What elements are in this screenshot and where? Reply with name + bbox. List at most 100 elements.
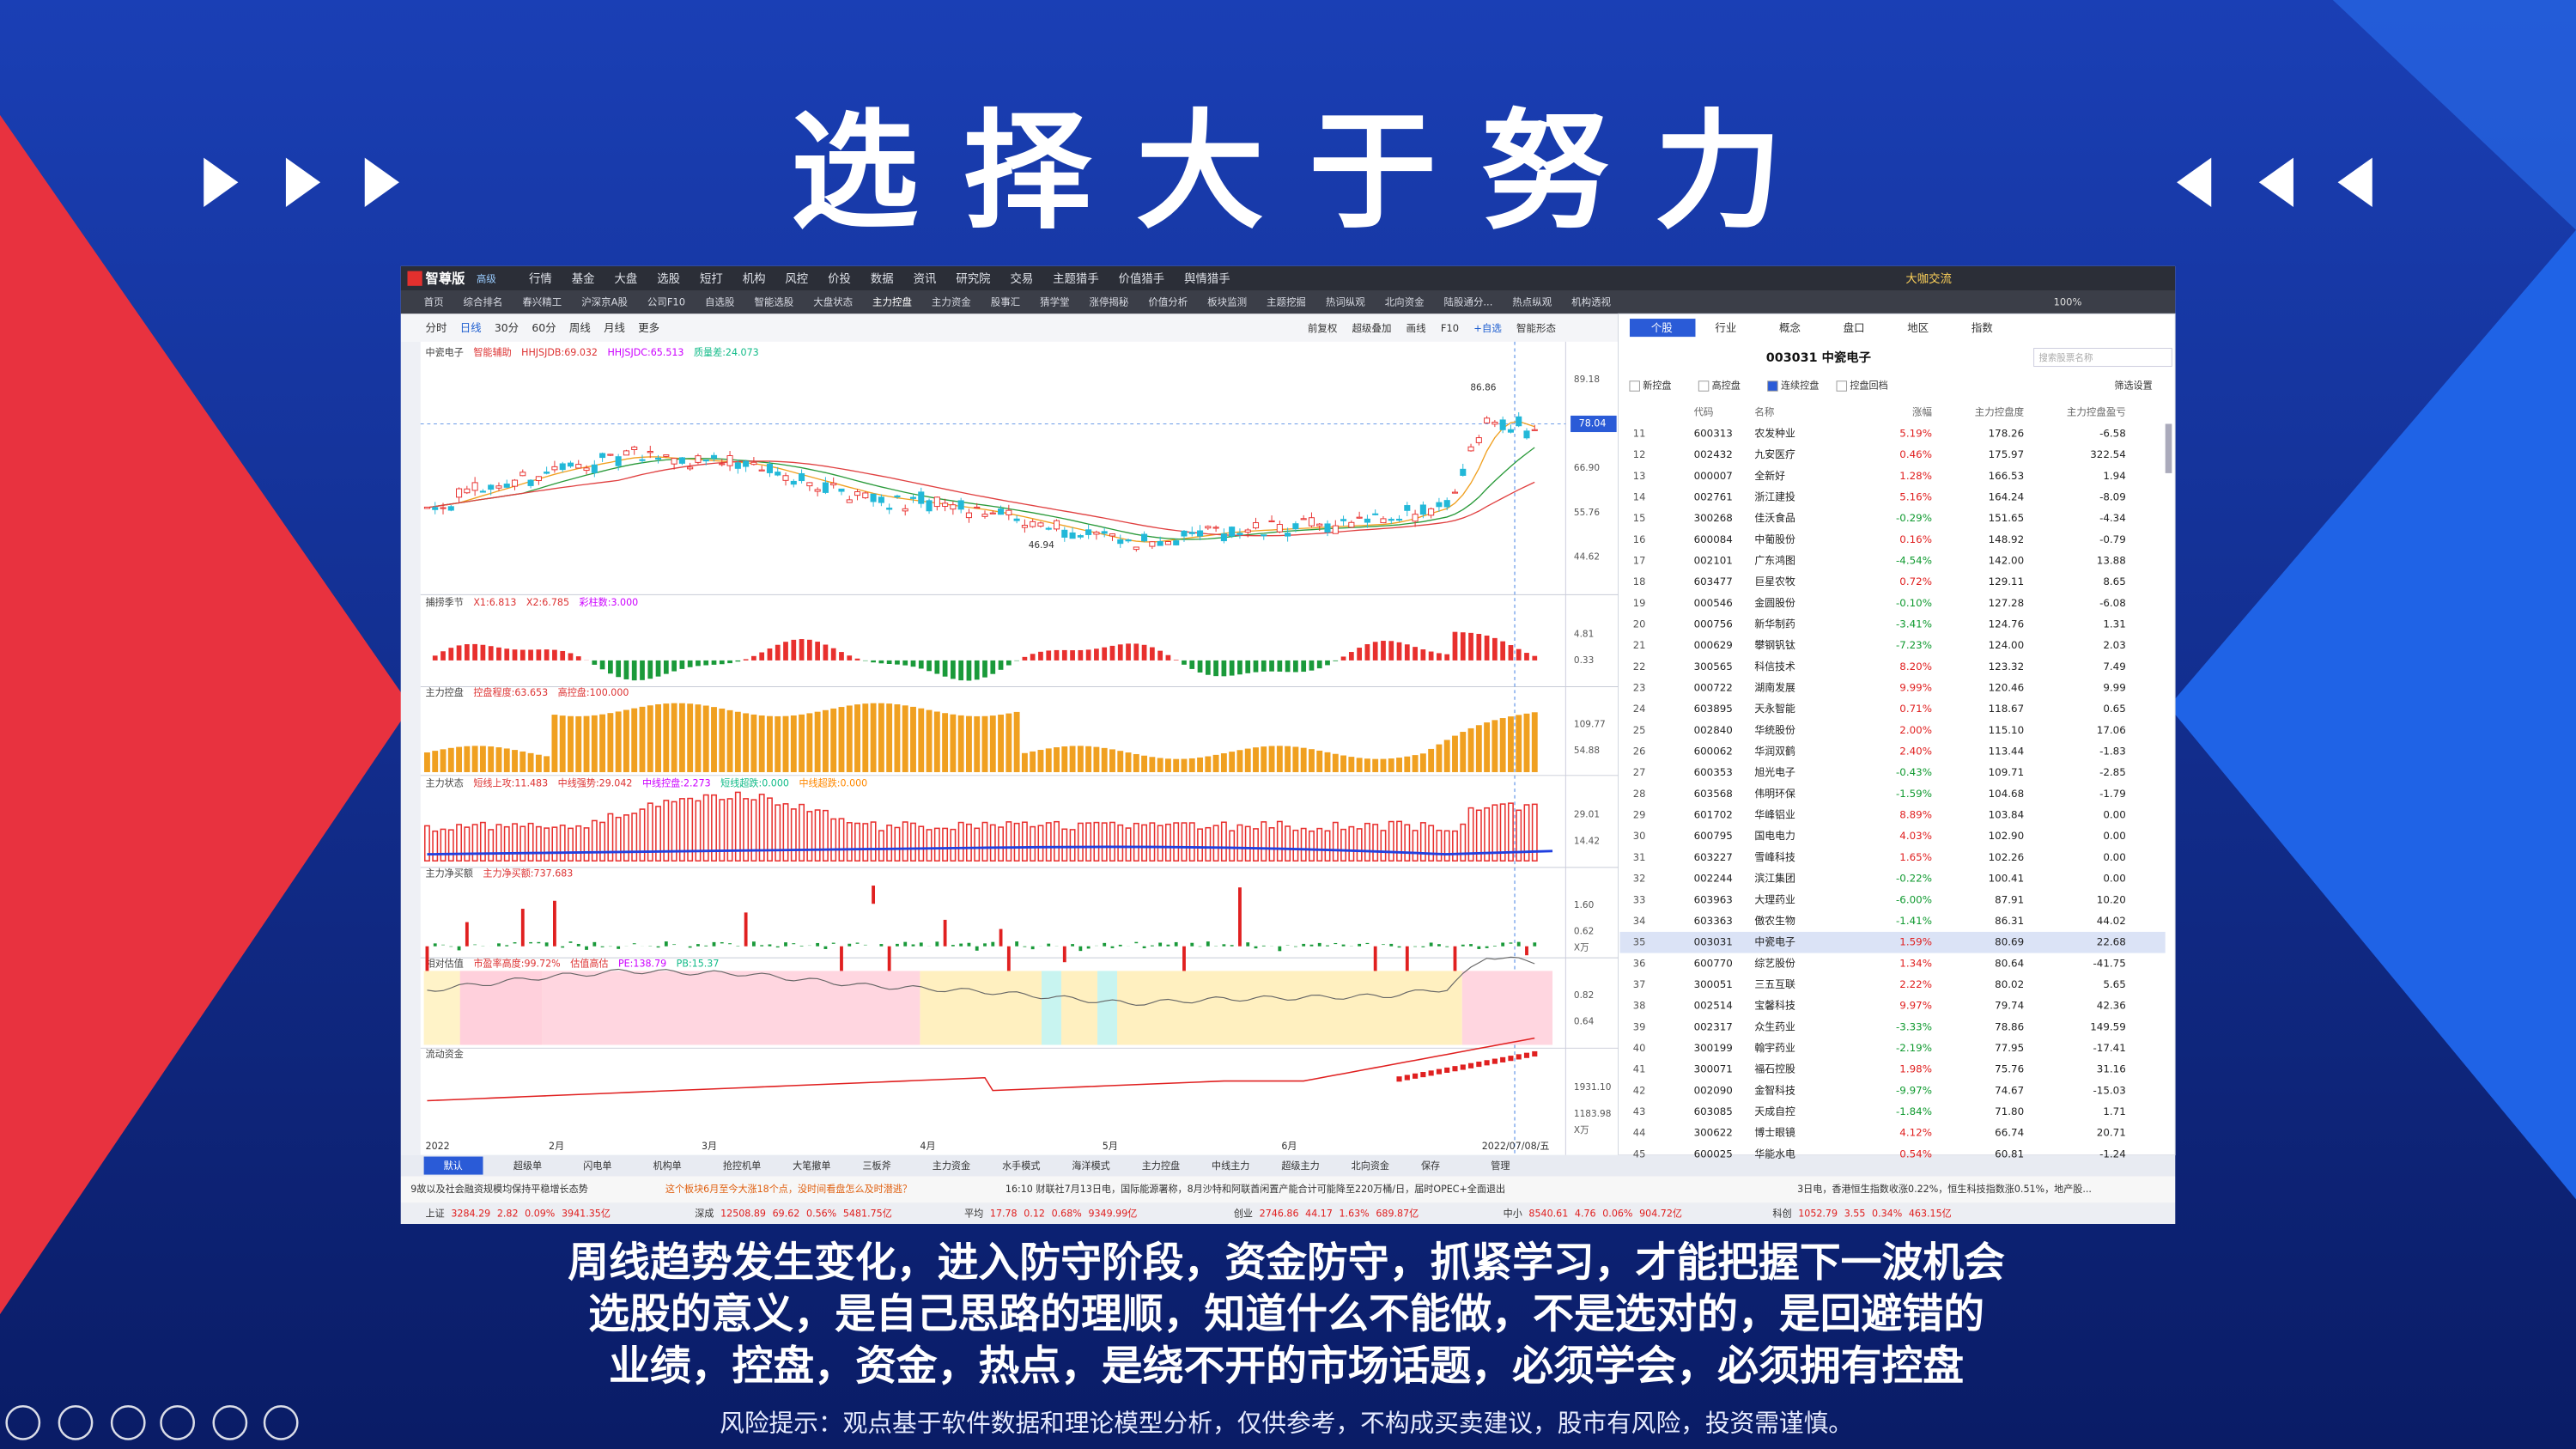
state-bar bbox=[1340, 828, 1347, 862]
control-bar bbox=[1244, 748, 1251, 772]
net-buy-bar bbox=[1166, 944, 1170, 947]
candle-body bbox=[1261, 534, 1267, 537]
candle-body bbox=[838, 488, 845, 492]
cell: 31.16 bbox=[2097, 1063, 2126, 1075]
control-bar bbox=[1404, 756, 1411, 772]
bottom-tab: 闪电单 bbox=[583, 1160, 611, 1172]
bottom-tab: 主力控盘 bbox=[1142, 1160, 1180, 1172]
season-bar bbox=[623, 660, 629, 679]
cell: 0.54% bbox=[1899, 1148, 1932, 1160]
net-buy-bar bbox=[704, 945, 708, 947]
control-bar bbox=[1021, 752, 1028, 772]
bottom-tab: 主力资金 bbox=[933, 1160, 970, 1172]
candle-body bbox=[750, 461, 757, 466]
season-bar bbox=[1070, 650, 1075, 661]
state-bar bbox=[623, 814, 629, 862]
candle-body bbox=[799, 472, 805, 482]
season-bar bbox=[910, 660, 916, 667]
season-bar bbox=[982, 660, 987, 678]
candle-body bbox=[1475, 437, 1482, 443]
net-buy-bar bbox=[1365, 942, 1370, 945]
season-bar bbox=[1173, 660, 1179, 661]
indicator-label: 主力净买额 bbox=[426, 868, 473, 880]
control-bar bbox=[1372, 758, 1379, 772]
state-bar bbox=[1516, 809, 1522, 862]
state-bar bbox=[527, 822, 534, 862]
candle-body bbox=[1109, 533, 1116, 537]
state-bar bbox=[1125, 827, 1132, 862]
candle-body bbox=[981, 514, 988, 517]
indicator-label: 智能辅助 bbox=[473, 346, 511, 358]
season-bar bbox=[1396, 642, 1402, 661]
indicator-label: 市盈率高度:99.72% bbox=[473, 958, 560, 970]
tab: 主力资金 bbox=[932, 295, 971, 307]
cell: 87.91 bbox=[1995, 893, 2024, 905]
control-bar bbox=[775, 715, 781, 772]
control-bar bbox=[464, 746, 471, 772]
candle-body bbox=[782, 475, 789, 481]
state-bar bbox=[782, 803, 789, 862]
cell: 600353 bbox=[1694, 766, 1733, 778]
cell: 9.99% bbox=[1899, 682, 1932, 694]
candle-body bbox=[1037, 522, 1044, 527]
control-bar bbox=[1340, 755, 1347, 772]
net-buy-bar bbox=[744, 912, 748, 947]
net-buy-bar bbox=[1461, 944, 1465, 947]
list-tab: 指数 bbox=[1971, 321, 1993, 334]
candle-body bbox=[519, 472, 526, 477]
state-bar bbox=[1220, 821, 1227, 862]
bottom-tab: 大笔撤单 bbox=[793, 1160, 830, 1172]
control-bar bbox=[479, 746, 486, 772]
cell: 000546 bbox=[1694, 597, 1733, 609]
candle-body bbox=[671, 458, 677, 465]
red-wedge bbox=[0, 114, 411, 1315]
control-bar bbox=[591, 715, 598, 772]
state-bar bbox=[678, 798, 685, 862]
season-bar bbox=[599, 660, 605, 670]
menu-item: 行情 bbox=[529, 272, 552, 286]
index-field: 平均 bbox=[964, 1208, 983, 1219]
caption: 业绩，控盘，资金，热点，是绕不开的市场话题，必须学会，必须拥有控盘 bbox=[609, 1342, 1964, 1390]
control-bar bbox=[1484, 722, 1491, 772]
row-highlight bbox=[1619, 931, 2166, 953]
control-bar bbox=[1516, 715, 1522, 772]
net-buy-bar bbox=[561, 946, 565, 948]
net-buy-bar bbox=[991, 941, 995, 947]
x-label: 3月 bbox=[702, 1141, 717, 1152]
net-buy-bar bbox=[1071, 944, 1074, 947]
menu-item: 机构 bbox=[743, 272, 766, 286]
state-bar bbox=[719, 799, 726, 862]
cell: 0.46% bbox=[1899, 448, 1932, 460]
net-buy-bar bbox=[632, 943, 636, 945]
state-bar bbox=[432, 830, 439, 862]
cell: 2.00% bbox=[1899, 724, 1932, 736]
cell: 天成自控 bbox=[1754, 1105, 1795, 1117]
cell: 8.89% bbox=[1899, 809, 1932, 821]
control-bar bbox=[456, 746, 463, 772]
cell: 华能水电 bbox=[1754, 1148, 1795, 1160]
candle-body bbox=[1021, 525, 1028, 528]
list-tab: 概念 bbox=[1779, 321, 1801, 334]
season-bar bbox=[432, 655, 438, 661]
net-buy-bar bbox=[720, 941, 724, 944]
candle-body bbox=[1212, 527, 1219, 529]
candle-body bbox=[998, 508, 1005, 515]
net-buy-bar bbox=[1358, 943, 1362, 947]
candle-body bbox=[655, 457, 662, 460]
candle-body bbox=[1292, 523, 1299, 530]
row-index: 19 bbox=[1633, 597, 1646, 609]
row-index: 32 bbox=[1633, 873, 1646, 885]
valuation-band bbox=[920, 971, 1042, 1045]
candle-body bbox=[559, 463, 566, 471]
tab: 陆股通分... bbox=[1444, 295, 1493, 307]
fund-step bbox=[1404, 1075, 1410, 1081]
candle-body bbox=[719, 463, 726, 466]
season-bar bbox=[1309, 660, 1315, 671]
season-bar bbox=[1022, 656, 1028, 661]
net-buy-bar bbox=[967, 942, 971, 947]
state-bar bbox=[743, 798, 750, 862]
season-bar bbox=[552, 649, 557, 661]
cell: 宝馨科技 bbox=[1754, 1000, 1795, 1012]
season-bar bbox=[1476, 634, 1482, 661]
filter-checkbox bbox=[1698, 381, 1710, 392]
